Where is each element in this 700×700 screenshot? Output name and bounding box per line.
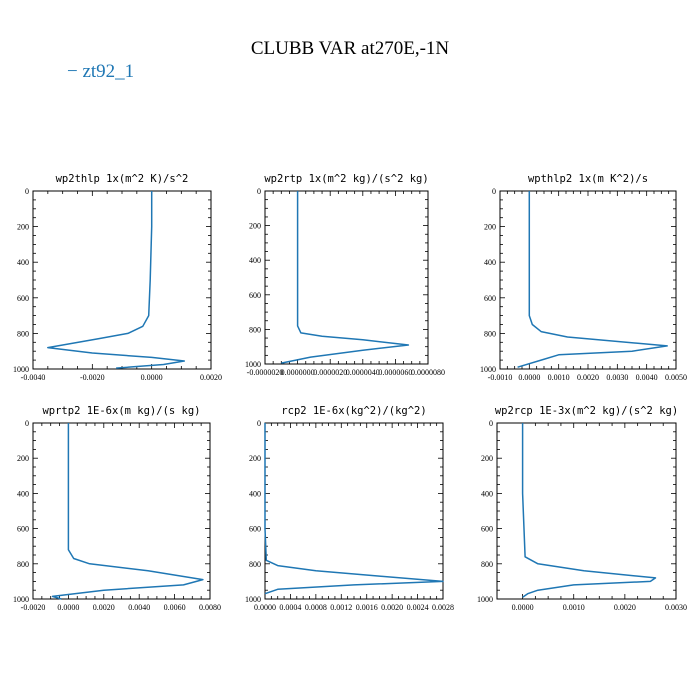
y-tick-label: 800 <box>249 325 261 334</box>
y-tick-label: 1000 <box>13 595 29 604</box>
x-tick-label: 0.0060 <box>164 603 186 612</box>
y-tick-label: 600 <box>17 525 29 534</box>
panel-6: wp2rcp 1E-3x(m^2 kg)/(s^2 kg)0 200 400 600 8… <box>477 405 687 612</box>
x-tick-label: 0.0000 <box>57 603 79 612</box>
y-tick-label: 0 <box>489 419 493 428</box>
panel-2: wp2rtp 1x(m^2 kg)/(s^2 kg)0 200 400 600 800 1… <box>245 173 445 377</box>
y-tick-label: 600 <box>17 294 29 303</box>
y-tick-label: 400 <box>249 489 261 498</box>
x-tick-label: 0.0000020 <box>313 368 347 377</box>
y-tick-label: 0 <box>257 419 261 428</box>
x-tick-label: 0.0000 <box>254 603 276 612</box>
plot-frame <box>264 422 444 600</box>
x-tick-label: 0.0030 <box>665 603 687 612</box>
panel-5: rcp2 1E-6x(kg^2)/(kg^2) 0 200 400 600 800 1000… <box>245 405 454 612</box>
series-line-zt92_1 <box>521 423 657 598</box>
y-tick-label: 600 <box>249 525 261 534</box>
plot-frame <box>32 190 212 370</box>
series-line-zt92_1 <box>47 191 186 369</box>
x-tick-label: 0.0000 <box>141 373 163 382</box>
x-tick-label: 0.0004 <box>279 603 301 612</box>
y-tick-label: 1000 <box>13 365 29 374</box>
y-tick-label: 400 <box>17 258 29 267</box>
y-tick-label: 600 <box>484 294 496 303</box>
x-tick-label: 0.0040 <box>636 373 658 382</box>
x-tick-label: 0.0000 <box>512 603 534 612</box>
x-tick-label: 0.0020 <box>614 603 636 612</box>
panel-title: rcp2 1E-6x(kg^2)/(kg^2) <box>281 405 426 417</box>
y-tick-label: 200 <box>249 454 261 463</box>
x-tick-label: 0.0010 <box>563 603 585 612</box>
y-tick-label: 1000 <box>480 365 496 374</box>
panel-title: wp2thlp 1x(m^2 K)/s^2 <box>56 173 189 185</box>
x-tick-label: 0.0030 <box>606 373 628 382</box>
series-line-zt92_1 <box>517 191 668 368</box>
x-tick-label: -0.0020 <box>21 603 46 612</box>
x-tick-label: 0.0020 <box>93 603 115 612</box>
y-tick-label: 1000 <box>477 595 493 604</box>
x-tick-label: -0.0000020 <box>247 368 284 377</box>
panel-1: wp2thlp 1x(m^2 K)/s^202004006008001000-0… <box>13 173 222 382</box>
y-tick-label: 400 <box>17 489 29 498</box>
x-tick-label: 0.0000000 <box>281 368 315 377</box>
y-tick-label: 1000 <box>245 595 261 604</box>
panel-title: wp2rcp 1E-3x(m^2 kg)/(s^2 kg) <box>495 405 678 417</box>
series-line-zt92_1 <box>51 423 204 600</box>
y-tick-label: 400 <box>484 258 496 267</box>
y-tick-label: 200 <box>484 223 496 232</box>
panel-3: wpthlp2 1x(m K^2)/s 0 200 400 600 800 1000-0.0… <box>480 173 687 382</box>
y-tick-label: 200 <box>481 454 493 463</box>
y-tick-label: 0 <box>25 187 29 196</box>
x-tick-label: 0.0020 <box>381 603 403 612</box>
y-tick-label: 200 <box>17 223 29 232</box>
x-tick-label: 0.0000060 <box>378 368 412 377</box>
x-tick-label: 0.0024 <box>407 603 429 612</box>
x-tick-label: 0.0020 <box>577 373 599 382</box>
y-tick-label: 800 <box>249 560 261 569</box>
x-tick-label: -0.0040 <box>21 373 46 382</box>
x-tick-label: 0.0012 <box>330 603 352 612</box>
panel-title: wprtp2 1E-6x(m kg)/(s kg) <box>42 405 200 417</box>
y-tick-label: 1000 <box>245 360 261 369</box>
x-tick-label: -0.0010 <box>488 373 513 382</box>
plot-frame <box>499 190 677 370</box>
panel-title: wp2rtp 1x(m^2 kg)/(s^2 kg) <box>264 173 428 185</box>
x-tick-label: 0.0050 <box>665 373 687 382</box>
y-tick-label: 800 <box>484 329 496 338</box>
x-tick-label: 0.0000040 <box>346 368 380 377</box>
legend-entry: − zt92_1 <box>67 61 134 82</box>
x-tick-label: 0.0000 <box>518 373 540 382</box>
x-tick-label: 0.0028 <box>432 603 454 612</box>
series-line-zt92_1 <box>264 423 444 595</box>
series-line-zt92_1 <box>281 191 410 364</box>
y-tick-label: 0 <box>257 187 261 196</box>
y-tick-label: 600 <box>249 291 261 300</box>
panel-4: wprtp2 1E-6x(m kg)/(s kg) 0 200 400 600 800 10… <box>13 405 221 612</box>
x-tick-label: 0.0016 <box>356 603 378 612</box>
y-tick-label: 0 <box>25 419 29 428</box>
x-tick-label: 0.0080 <box>199 603 221 612</box>
x-tick-label: 0.0040 <box>128 603 150 612</box>
y-tick-label: 800 <box>481 560 493 569</box>
panel-title: wpthlp2 1x(m K^2)/s <box>528 173 648 185</box>
plot-frame <box>32 422 211 600</box>
figure-title: CLUBB VAR at270E,-1N <box>251 38 450 59</box>
y-tick-label: 400 <box>481 489 493 498</box>
y-tick-label: 800 <box>17 560 29 569</box>
x-tick-label: 0.0000080 <box>411 368 445 377</box>
y-tick-label: 200 <box>249 222 261 231</box>
x-tick-label: 0.0010 <box>548 373 570 382</box>
x-tick-label: -0.0020 <box>80 373 105 382</box>
x-tick-label: 0.0020 <box>200 373 222 382</box>
y-tick-label: 200 <box>17 454 29 463</box>
y-tick-label: 600 <box>481 525 493 534</box>
y-tick-label: 0 <box>492 187 496 196</box>
y-tick-label: 800 <box>17 329 29 338</box>
y-tick-label: 400 <box>249 256 261 265</box>
x-tick-label: 0.0008 <box>305 603 327 612</box>
